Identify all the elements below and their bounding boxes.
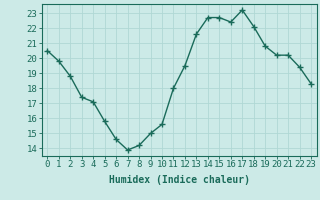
X-axis label: Humidex (Indice chaleur): Humidex (Indice chaleur) [109, 175, 250, 185]
